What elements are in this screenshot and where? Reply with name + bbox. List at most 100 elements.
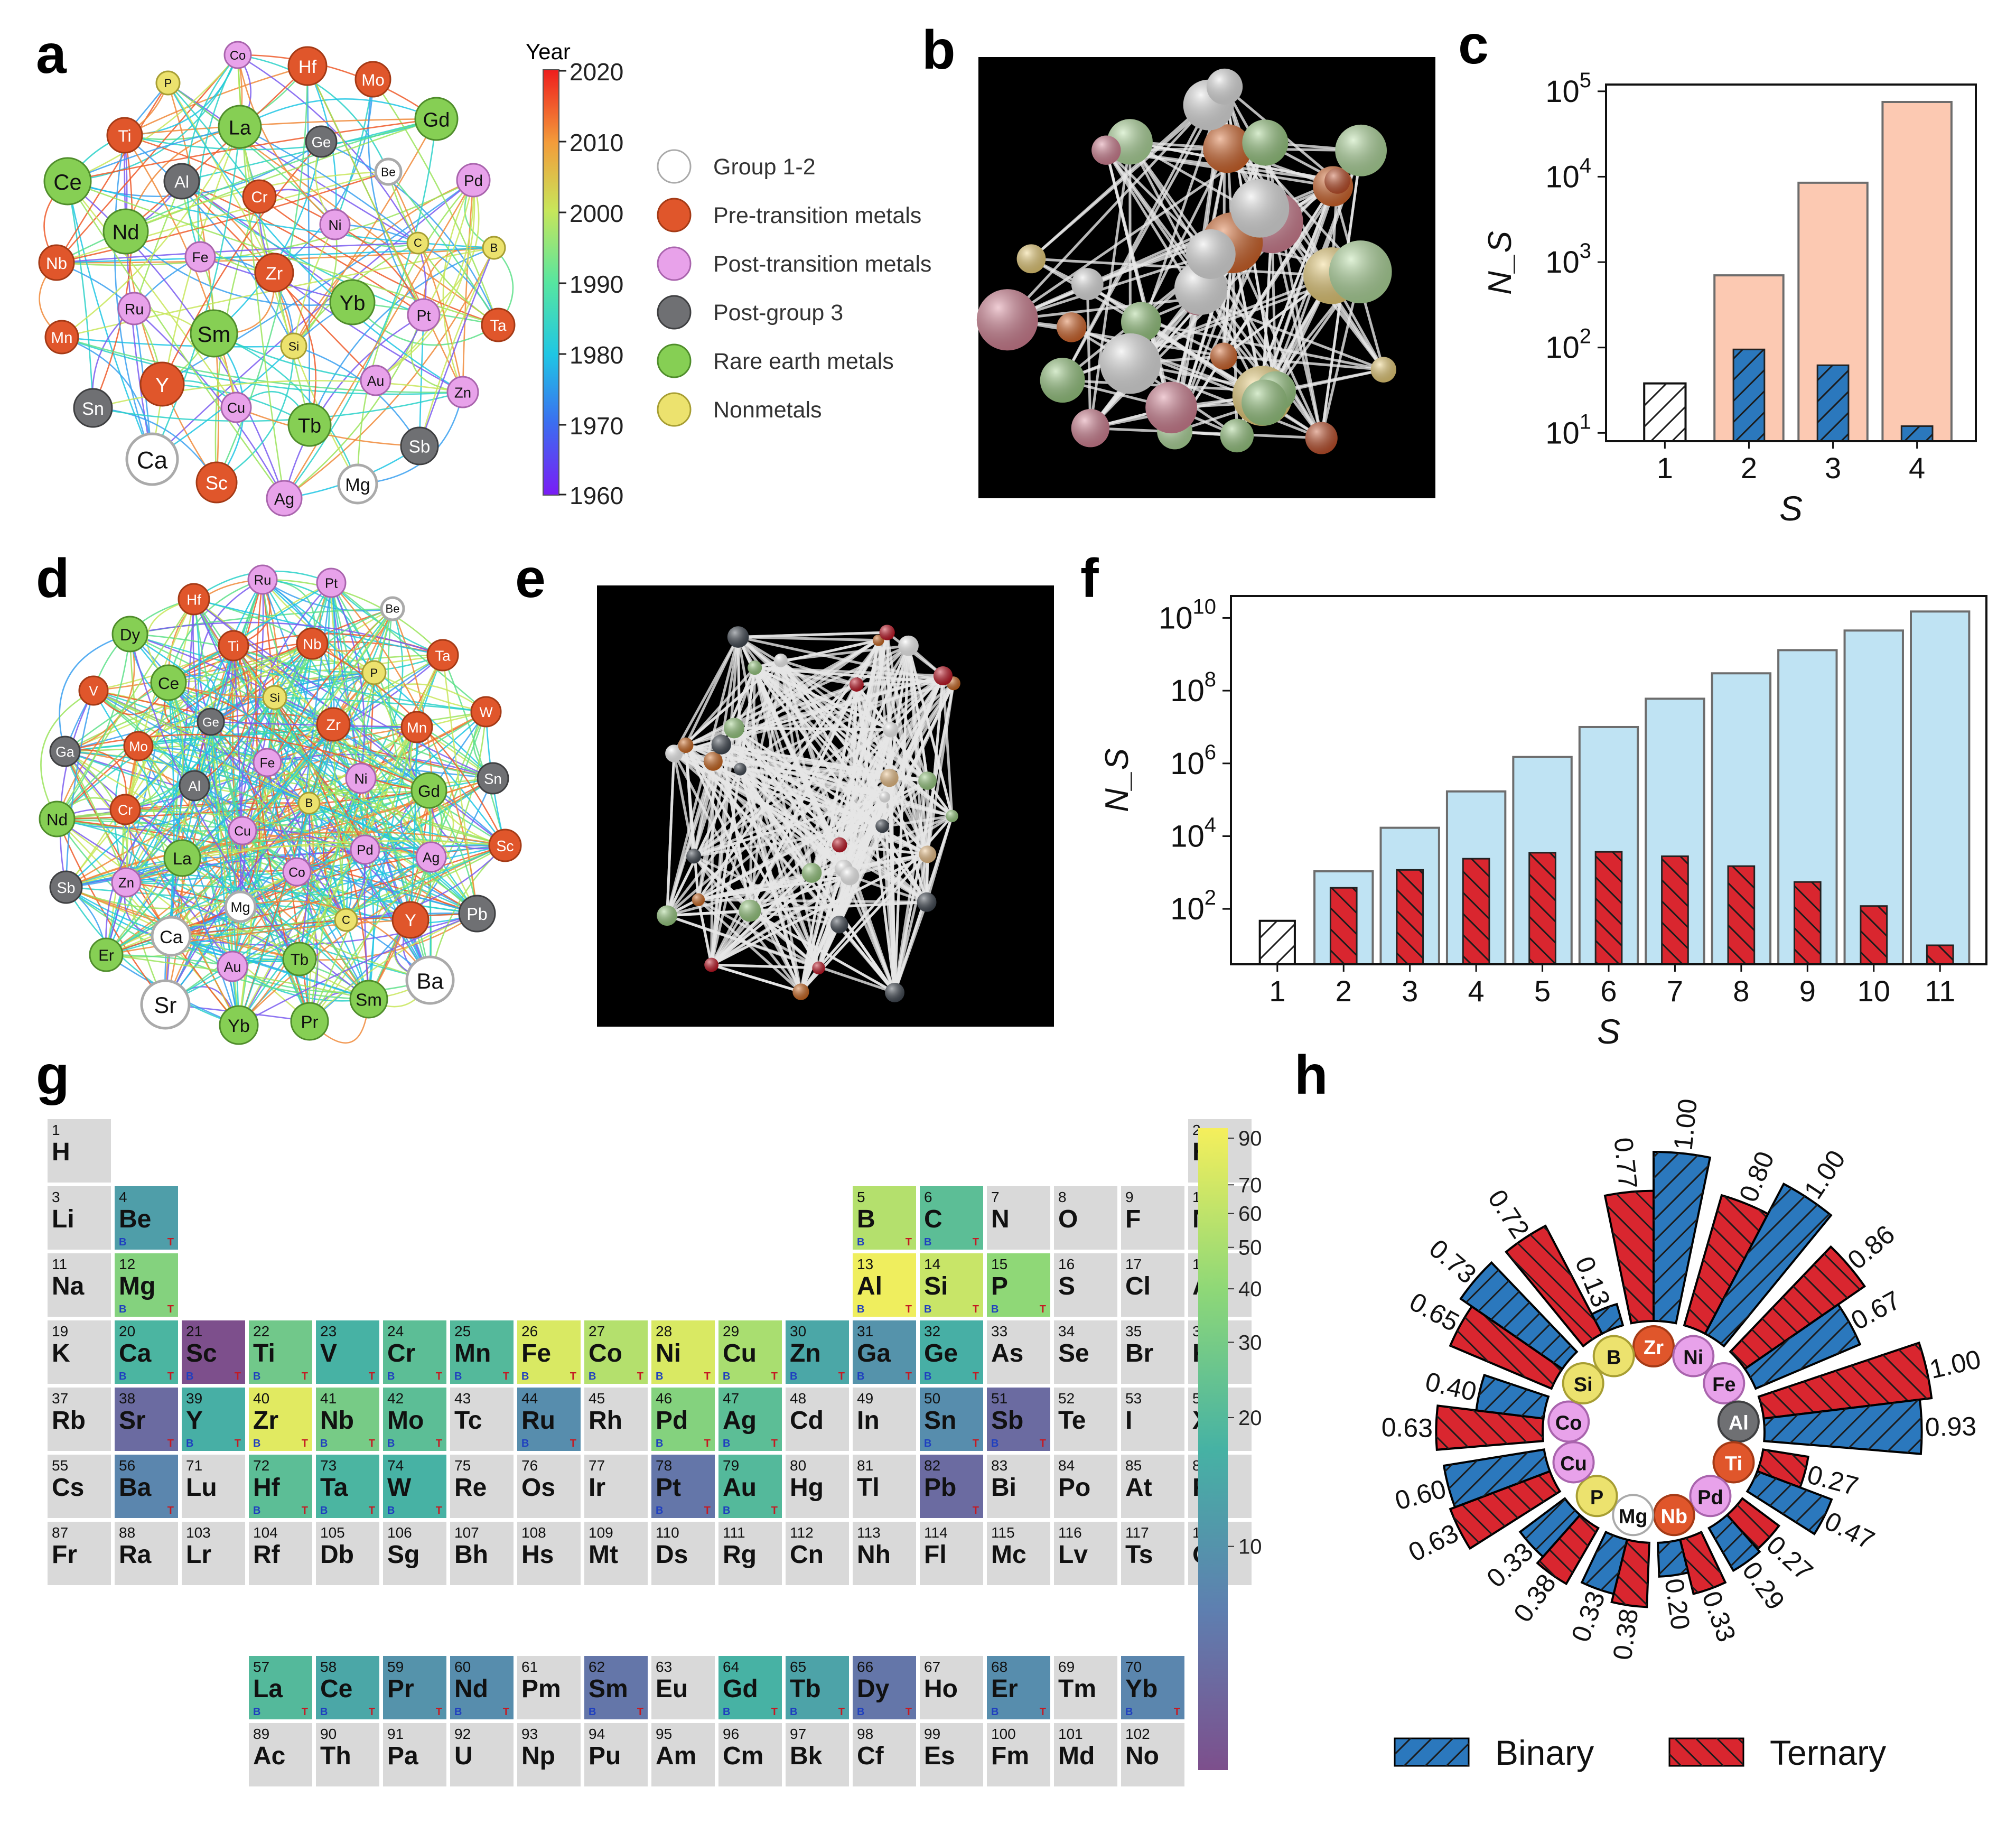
atomic-number: 45 [589,1390,605,1407]
atomic-number: 21 [186,1323,202,1339]
network-edge [410,314,463,393]
element-cell-ge [920,1320,983,1384]
element-symbol: Pa [387,1742,418,1770]
atomic-number: 13 [857,1256,873,1272]
element-symbol: At [1125,1474,1152,1502]
node-tb [282,942,317,976]
network-edge [274,696,430,792]
atomic-number: 78 [656,1457,672,1474]
network-edge [283,180,474,499]
element-symbol: Na [52,1272,85,1300]
network-edge [64,643,313,752]
node-zr [254,253,294,293]
photo-ball-shade [1335,124,1387,176]
element-cell-po [1054,1455,1117,1518]
bar-value-label: 0.20 [1659,1577,1695,1632]
element-cell-ir [584,1455,648,1518]
photo-stick [713,760,953,817]
network-edge [67,54,238,182]
node-mg [337,463,378,505]
node-label: Pd [357,843,373,858]
network-edge [124,582,332,810]
element-cell-br [1121,1320,1184,1384]
binary-flag: B [857,1706,864,1718]
x-tick-label: 3 [1825,451,1841,485]
node-label: Nb [1660,1505,1687,1528]
atomic-number: 70 [1125,1659,1142,1675]
plot-frame [1230,595,1987,965]
node-label: Sn [484,770,502,787]
network-edge [210,721,240,1026]
node-fe [253,748,282,777]
network-edge [418,247,495,446]
network-edge [124,134,295,347]
node-au [360,365,391,396]
element-symbol: Bk [790,1742,823,1770]
node-label: Ni [354,771,367,787]
bar-value-label: 0.33 [1696,1587,1741,1645]
network-a: Co Hf Mo P La Gd Ti Ge Al Be Pd Ce Cr Ni Nd C B Fe Nb Zr Yb R… [38,41,516,517]
network-edge [309,857,432,1022]
network-edge [182,654,443,859]
atomic-number: 4 [119,1189,127,1205]
network-edge [262,579,375,673]
binary-flag: B [186,1438,193,1449]
photo-stick [711,825,883,966]
atomic-number: 88 [119,1524,135,1541]
legend-h: Binary Ternary [1394,1733,1886,1772]
atomic-number: 99 [924,1726,940,1742]
atomic-number: 71 [186,1457,202,1474]
photo-stick [886,631,944,677]
network-edge [194,645,249,787]
element-symbol: Mg [119,1272,155,1300]
node-sb [400,426,439,466]
photo-stick [1089,142,1132,429]
atomic-number: 49 [857,1390,873,1407]
photo-ball-shade [832,837,847,853]
element-symbol: Pt [656,1474,681,1502]
node-fe [1703,1362,1746,1404]
node-la [218,105,262,149]
element-symbol: Ni [656,1339,681,1367]
x-tick-label: 10 [1858,974,1890,1008]
element-symbol: No [1125,1742,1159,1770]
colorbar-tick: 1990 [570,271,623,298]
node-ag [415,841,447,873]
photo-stick [1030,104,1210,260]
element-symbol: Hf [253,1474,281,1502]
element-cell-ba [115,1455,178,1518]
ternary-bar-hatch [1730,1246,1865,1369]
x-tick-label: 4 [1468,974,1485,1008]
network-edge [238,844,506,1026]
node-sr [140,979,191,1030]
node-sn [73,388,113,428]
ternary-flag: T [704,1371,711,1382]
element-cell-ac [249,1723,312,1786]
element-cell-fm [987,1723,1050,1786]
node-label: Ga [55,744,74,760]
element-symbol: Y [186,1407,203,1435]
photo-ball-shade [678,737,694,753]
photo-ball-shade [1145,381,1198,434]
photo-ball-shade [875,819,889,833]
element-cell-lu [182,1455,245,1518]
element-cell-bh [450,1522,514,1585]
network-edge [93,690,310,804]
network-edge [64,751,127,883]
network-edge [125,66,308,232]
ternary-flag: T [704,1438,711,1449]
y-tick-label: 1010 [1159,595,1216,635]
network-edge [388,171,499,325]
photo-stick [754,666,890,779]
element-symbol: Er [991,1675,1018,1703]
network-edge [168,643,313,684]
node-label: Au [224,959,241,975]
photo-stick [888,777,928,903]
network-edge [129,633,334,725]
node-c [406,231,430,255]
network-edge [274,79,374,274]
ternary-flag: T [369,1505,375,1516]
x-tick-label: 8 [1733,974,1749,1008]
node-yb [219,1005,259,1045]
element-symbol: Cr [387,1339,415,1367]
